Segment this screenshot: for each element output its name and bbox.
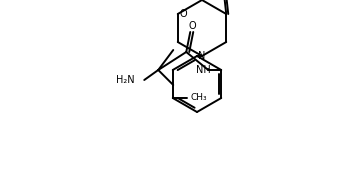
Text: O: O [189, 21, 196, 31]
Text: CH₃: CH₃ [191, 94, 207, 103]
Text: H₂N: H₂N [116, 75, 134, 85]
Text: O: O [180, 9, 187, 19]
Text: N: N [198, 51, 206, 61]
Text: NH: NH [196, 65, 211, 75]
